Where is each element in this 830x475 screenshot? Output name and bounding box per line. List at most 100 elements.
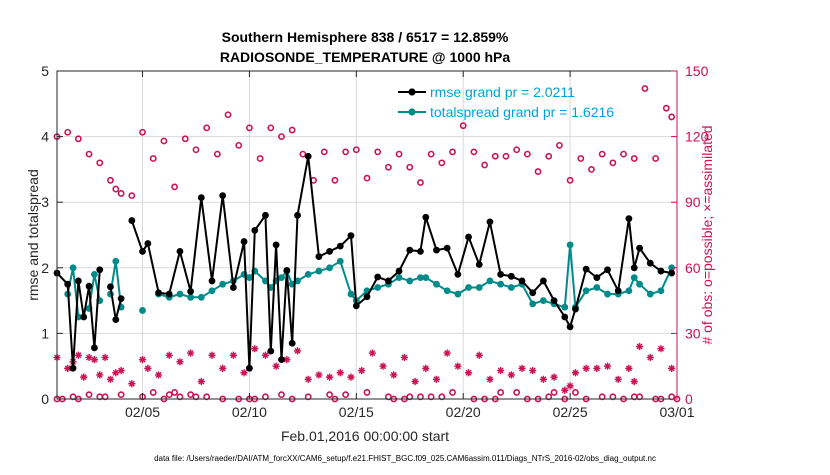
obs-assimilated-marker (475, 351, 483, 359)
obs-assimilated-marker (315, 371, 323, 379)
chart-title-line-2: RADIOSONDE_TEMPERATURE @ 1000 hPa (220, 49, 511, 65)
obs-possible-marker (149, 155, 157, 162)
rmse-marker (85, 282, 93, 290)
totalspread-marker (475, 284, 483, 291)
rmse-marker (219, 192, 227, 200)
obs-possible-marker (128, 192, 136, 200)
obs-assimilated-marker (379, 362, 387, 370)
obs-assimilated-marker (197, 377, 205, 386)
totalspread-marker (604, 290, 611, 298)
rmse-marker (246, 364, 253, 372)
legend-rmse-swatch-marker (408, 88, 416, 96)
obs-assimilated-marker (422, 364, 430, 372)
x-tick-label: 02/10 (232, 404, 267, 420)
rmse-marker (165, 290, 173, 298)
obs-possible-marker (491, 152, 499, 160)
obs-assimilated-marker (539, 375, 547, 383)
totalspread-marker (625, 287, 633, 295)
obs-zero-marker (497, 389, 505, 396)
rmse-marker (630, 264, 638, 272)
obs-possible-marker (620, 150, 627, 158)
obs-assimilated-marker (358, 366, 366, 375)
totalspread-marker (646, 290, 654, 298)
obs-possible-marker (577, 155, 585, 162)
rmse-marker (433, 246, 440, 254)
totalspread-marker (507, 284, 515, 291)
obs-possible-marker (267, 124, 275, 132)
obs-assimilated-marker (251, 345, 259, 353)
obs-assimilated-marker (128, 380, 136, 388)
obs-possible-marker (117, 190, 125, 197)
rmse-marker (518, 277, 526, 285)
rmse-marker (96, 266, 104, 274)
obs-assimilated-marker (497, 366, 505, 375)
obs-possible-marker (523, 150, 531, 158)
rmse-marker (80, 313, 88, 321)
totalspread-marker (139, 307, 146, 314)
obs-assimilated-marker (529, 366, 537, 375)
totalspread-marker (582, 287, 590, 295)
totalspread-marker (246, 274, 253, 282)
obs-assimilated-marker (443, 349, 451, 357)
obs-assimilated-marker (566, 382, 574, 390)
y-right-tick-label: 0 (685, 391, 693, 407)
rmse-marker (561, 313, 569, 321)
y-left-tick-label: 4 (41, 129, 49, 145)
totalspread-marker (406, 277, 414, 285)
obs-zero-marker (117, 391, 125, 399)
obs-possible-marker (459, 122, 467, 130)
obs-possible-marker (96, 159, 104, 167)
chart-title-line-1: Southern Hemisphere 838 / 6517 = 12.859% (222, 29, 509, 45)
rmse-marker (352, 302, 360, 310)
obs-possible-marker (609, 159, 617, 167)
y-axis-right-label: # of obs: o=possible; ×=assimilated (699, 125, 715, 344)
rmse-marker (240, 238, 248, 245)
rmse-marker (497, 270, 505, 278)
rmse-marker (668, 269, 676, 277)
totalspread-marker (486, 277, 494, 285)
obs-possible-marker (470, 148, 478, 156)
obs-possible-marker (213, 150, 221, 158)
rmse-marker (529, 289, 537, 297)
obs-possible-marker (566, 176, 574, 184)
totalspread-marker (422, 274, 430, 282)
obs-possible-marker (192, 146, 200, 154)
y-left-tick-label: 0 (41, 391, 49, 407)
rmse-marker (384, 277, 392, 285)
totalspread-marker (497, 280, 505, 288)
obs-possible-marker (139, 128, 146, 136)
totalspread-marker (539, 297, 547, 304)
y-axis-left-label: rmse and totalspread (25, 169, 41, 301)
obs-assimilated-marker (96, 371, 104, 379)
legend-totalspread-label: totalspread grand pr = 1.6216 (430, 104, 614, 120)
x-tick-label: 02/20 (446, 404, 481, 420)
obs-assimilated-marker (336, 369, 344, 377)
rmse-marker (550, 297, 558, 304)
obs-assimilated-marker (390, 371, 398, 379)
rmse-marker (251, 227, 259, 234)
y-left-tick-label: 1 (41, 325, 49, 341)
obs-possible-marker (384, 163, 392, 171)
obs-assimilated-marker (464, 369, 473, 377)
obs-zero-marker (363, 389, 371, 396)
rmse-marker (636, 244, 643, 252)
totalspread-marker (326, 264, 333, 272)
data-file-footer: data file: /Users/raeder/DAI/ATM_forcXX/… (154, 454, 656, 463)
rmse-marker (272, 241, 280, 249)
obs-possible-marker (224, 111, 232, 119)
obs-assimilated-marker (154, 371, 163, 379)
rmse-marker (288, 339, 296, 347)
obs-assimilated-marker (112, 369, 120, 377)
obs-possible-marker (288, 126, 296, 134)
obs-possible-marker (320, 148, 328, 156)
rmse-marker (604, 266, 611, 274)
rmse-marker (278, 356, 285, 364)
obs-possible-marker (352, 146, 360, 154)
obs-assimilated-marker (240, 369, 248, 377)
obs-assimilated-marker (571, 369, 580, 377)
obs-possible-marker (171, 183, 178, 191)
obs-assimilated-marker (518, 364, 526, 372)
rmse-marker (475, 261, 483, 268)
rmse-marker (572, 305, 579, 313)
totalspread-marker (112, 257, 120, 265)
